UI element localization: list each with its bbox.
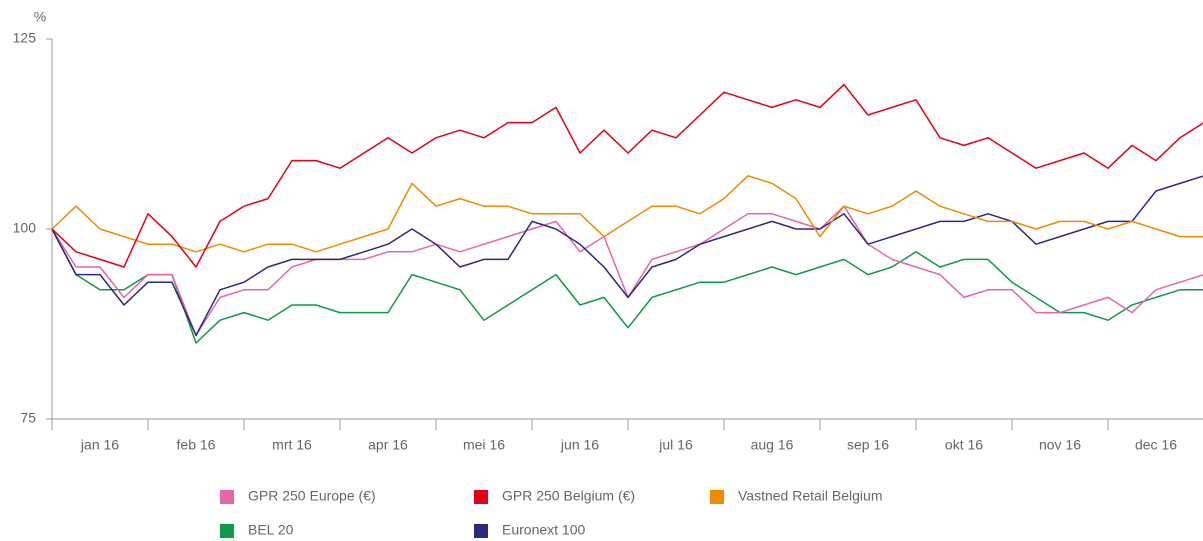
series-line [51, 228, 1203, 344]
x-tick-label: jan 16 [80, 437, 119, 453]
legend-label: Euronext 100 [502, 522, 585, 538]
x-tick-label: aug 16 [751, 437, 794, 453]
x-tick-label: mrt 16 [272, 437, 312, 453]
x-tick-label: mei 16 [463, 437, 505, 453]
x-tick-label: apr 16 [368, 437, 408, 453]
x-tick-label: nov 16 [1039, 437, 1081, 453]
y-axis-label: % [34, 9, 46, 25]
y-tick-label: 100 [13, 220, 37, 236]
x-tick-label: feb 16 [177, 437, 216, 453]
series-line [51, 175, 1203, 337]
series-line [51, 205, 1203, 337]
x-tick-label: jul 16 [658, 437, 693, 453]
series-line [51, 175, 1203, 253]
legend-swatch [710, 490, 724, 504]
legend-swatch [474, 490, 488, 504]
x-tick-label: jun 16 [560, 437, 599, 453]
legend-swatch [474, 524, 488, 538]
y-tick-label: 125 [13, 30, 37, 46]
legend-label: GPR 250 Belgium (€) [502, 488, 635, 504]
legend-label: Vastned Retail Belgium [738, 488, 882, 504]
legend-swatch [220, 490, 234, 504]
y-tick-label: 75 [20, 410, 36, 426]
x-tick-label: dec 16 [1135, 437, 1177, 453]
x-tick-label: sep 16 [847, 437, 889, 453]
legend-swatch [220, 524, 234, 538]
legend-label: GPR 250 Europe (€) [248, 488, 376, 504]
x-tick-label: okt 16 [945, 437, 983, 453]
series-line [51, 83, 1203, 268]
legend-label: BEL 20 [248, 522, 294, 538]
